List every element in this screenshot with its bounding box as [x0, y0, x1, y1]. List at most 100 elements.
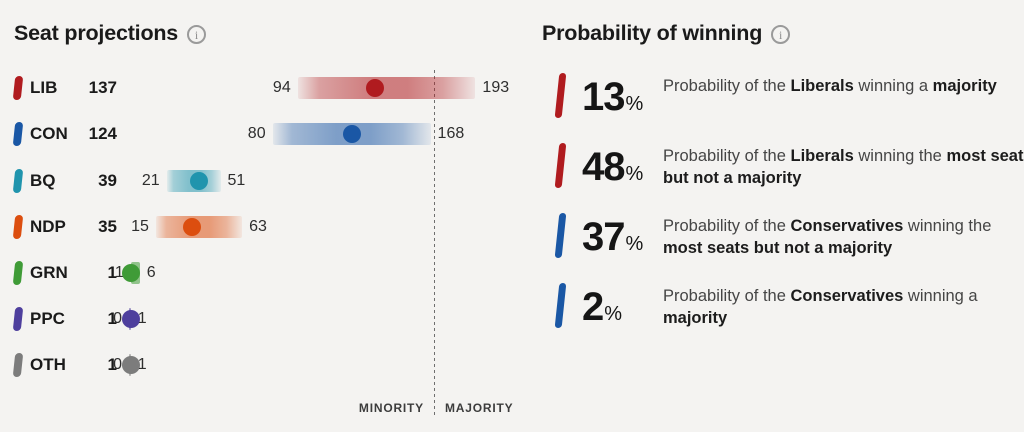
range-low-label: 15 [131, 218, 149, 235]
description-bold-text: Conservatives [790, 287, 904, 305]
range-low-label: 80 [247, 125, 266, 142]
percent-sign: % [625, 93, 644, 115]
party-marker-icon [12, 76, 24, 100]
seat-projections-title: Seat projections [14, 21, 179, 45]
range-high-label: 51 [227, 172, 246, 189]
seat-row-ndp: NDP 35 15 63 [0, 214, 500, 240]
party-marker-icon [12, 307, 24, 331]
probability-value: 2% [582, 285, 660, 336]
party-label: OTH [30, 355, 66, 374]
probability-description: Probability of the Conservatives winning… [663, 286, 1024, 329]
description-bold-text: most seats but not a majority [663, 238, 893, 257]
description-text: winning a [903, 287, 978, 305]
range-high-label: 63 [249, 218, 267, 235]
range-high-label: 1 [137, 310, 147, 327]
majority-threshold-line [434, 70, 435, 418]
description-bold-text: majority [932, 77, 997, 95]
probability-title: Probability of winning [542, 21, 763, 45]
probability-item: 37% Probability of the Conservatives winn… [540, 213, 1024, 263]
description-text: winning the [903, 217, 992, 235]
seat-row-grn: GRN 1 1 6 [0, 260, 500, 286]
party-label: NDP [30, 217, 66, 236]
range-high-label: 6 [146, 264, 156, 281]
probability-number: 48 [582, 145, 625, 189]
probability-description: Probability of the Conservatives winning… [663, 216, 1024, 259]
projected-seats-value: 35 [98, 217, 117, 236]
seat-row-oth: OTH 1 0 1 [0, 352, 500, 378]
projection-dot [365, 79, 384, 97]
party-marker-icon [12, 122, 24, 146]
probability-description: Probability of the Liberals winning the … [663, 146, 1024, 189]
party-label: LIB [30, 78, 58, 97]
party-label: CON [30, 124, 68, 143]
probability-marker-icon [554, 283, 567, 328]
projected-seats-value: 1 [107, 263, 117, 282]
percent-sign: % [625, 163, 644, 185]
probability-marker-icon [554, 213, 567, 258]
probability-marker-icon [554, 73, 567, 118]
seat-row-ppc: PPC 1 0 1 [0, 306, 500, 332]
projected-seats-value: 39 [98, 171, 117, 190]
party-marker-icon [12, 215, 24, 239]
description-text: winning a [853, 77, 933, 95]
seat-range-bar [297, 77, 476, 99]
probability-header: Probability of winning i [542, 21, 791, 46]
range-low-label: 94 [272, 79, 291, 96]
projected-seats-value: 137 [88, 78, 117, 97]
probability-value: 13% [582, 75, 660, 126]
description-text: Probability of the [663, 287, 791, 305]
probability-number: 13 [582, 75, 625, 119]
projection-dot [121, 310, 140, 328]
projected-seats-value: 124 [88, 124, 117, 143]
probability-number: 2 [582, 285, 604, 329]
party-marker-icon [12, 261, 24, 285]
probability-item: 48% Probability of the Liberals winning t… [540, 143, 1024, 193]
range-high-label: 168 [437, 125, 465, 142]
range-low-label: 21 [141, 172, 160, 189]
seat-row-con: CON 124 80 168 [0, 121, 500, 147]
projected-seats-value: 1 [107, 309, 117, 328]
range-high-label: 1 [137, 356, 147, 373]
projected-seats-value: 1 [107, 355, 117, 374]
description-text: Probability of the [663, 77, 791, 95]
probability-item: 13% Probability of the Liberals winning a… [540, 73, 1024, 123]
projection-dot [190, 172, 208, 190]
range-low-label: 0 [113, 310, 122, 327]
probability-item: 2% Probability of the Conservatives winni… [540, 283, 1024, 333]
description-bold-text: majority [663, 308, 728, 327]
projection-dot [182, 218, 201, 236]
description-bold-text: most seats but not a majority [663, 147, 1024, 187]
description-text: Probability of the [663, 217, 791, 235]
percent-sign: % [625, 233, 644, 255]
party-marker-icon [12, 353, 24, 377]
info-icon[interactable]: i [187, 25, 207, 44]
description-bold-text: Liberals [790, 147, 854, 165]
projection-dot [121, 356, 140, 374]
probability-description: Probability of the Liberals winning a ma… [663, 76, 1024, 98]
range-low-label: 1 [114, 264, 124, 281]
minority-axis-label: MINORITY [358, 401, 424, 415]
description-bold-text: Conservatives [790, 217, 904, 235]
probability-value: 48% [582, 145, 660, 196]
range-low-label: 0 [113, 356, 122, 373]
party-label: PPC [30, 309, 65, 328]
probability-marker-icon [554, 143, 567, 188]
seat-row-bq: BQ 39 21 51 [0, 168, 500, 194]
description-text: winning the [853, 147, 947, 165]
seat-projections-header: Seat projections i [14, 21, 207, 46]
seat-row-lib: LIB 137 94 193 [0, 75, 509, 101]
party-label: GRN [30, 263, 68, 282]
range-high-label: 193 [482, 79, 510, 96]
projection-dot [342, 125, 361, 143]
party-marker-icon [12, 169, 24, 193]
probability-value: 37% [582, 215, 660, 266]
percent-sign: % [604, 303, 623, 325]
info-icon[interactable]: i [771, 25, 791, 44]
majority-axis-label: MAJORITY [445, 401, 514, 415]
description-bold-text: Liberals [790, 77, 854, 95]
party-label: BQ [30, 171, 56, 190]
description-text: Probability of the [663, 147, 791, 165]
probability-number: 37 [582, 215, 625, 259]
projection-dot [121, 264, 140, 282]
